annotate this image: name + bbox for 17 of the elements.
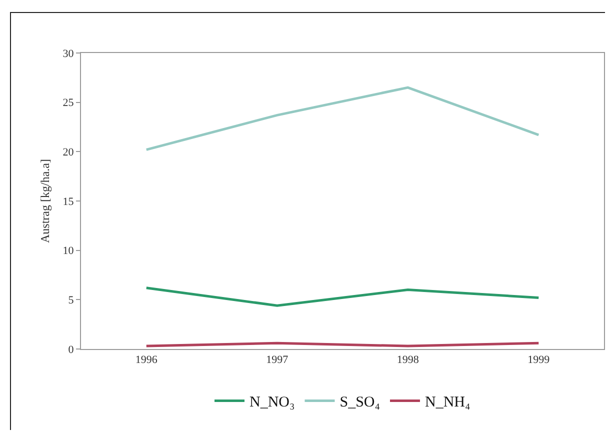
legend-label: N_NO₃	[250, 394, 295, 411]
y-tick-label: 0	[68, 344, 74, 356]
line-series	[145, 86, 540, 151]
legend-label: N_NH₄	[424, 394, 470, 411]
x-tick-label: 1997	[266, 354, 289, 366]
y-tick-label: 25	[62, 97, 74, 110]
x-tick-label: 1998	[396, 354, 420, 366]
y-tick-label: 10	[62, 245, 74, 258]
line-series	[145, 286, 540, 307]
y-tick-label: 30	[62, 48, 74, 60]
x-tick-label: 1999	[528, 354, 550, 366]
legend-label: S_SO₄	[340, 394, 380, 411]
y-axis-title: Austrag [kg/ha.a]	[38, 159, 52, 243]
y-tick-label: 15	[62, 196, 74, 208]
x-tick-label: 1996	[135, 354, 158, 366]
y-tick-label: 5	[68, 294, 74, 307]
y-tick-label: 20	[62, 146, 74, 159]
